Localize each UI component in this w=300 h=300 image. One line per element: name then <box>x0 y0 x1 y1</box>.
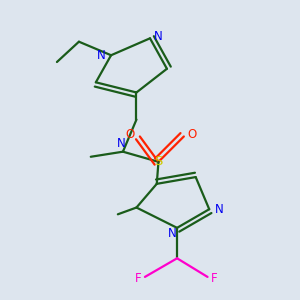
Text: N: N <box>215 203 224 216</box>
Text: N: N <box>154 30 163 43</box>
Text: F: F <box>135 272 142 285</box>
Text: S: S <box>154 155 163 168</box>
Text: O: O <box>125 128 134 141</box>
Text: F: F <box>211 272 217 285</box>
Text: O: O <box>188 128 197 141</box>
Text: N: N <box>117 137 126 150</box>
Text: N: N <box>168 227 176 240</box>
Text: N: N <box>97 49 105 62</box>
